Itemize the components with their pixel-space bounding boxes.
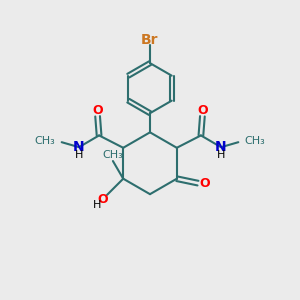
- Text: H: H: [75, 150, 83, 160]
- Text: CH₃: CH₃: [34, 136, 55, 146]
- Text: O: O: [197, 104, 208, 118]
- Text: H: H: [92, 200, 101, 210]
- Text: O: O: [97, 193, 108, 206]
- Text: N: N: [73, 140, 85, 154]
- Text: N: N: [215, 140, 227, 154]
- Text: O: O: [92, 104, 103, 118]
- Text: O: O: [199, 177, 210, 190]
- Text: Br: Br: [141, 33, 159, 47]
- Text: CH₃: CH₃: [245, 136, 266, 146]
- Text: H: H: [217, 150, 225, 160]
- Text: CH₃: CH₃: [103, 150, 123, 160]
